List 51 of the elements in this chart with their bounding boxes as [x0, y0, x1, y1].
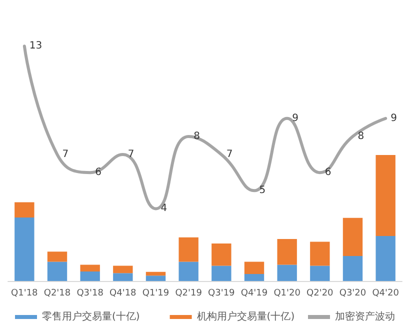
data-label: 5	[259, 185, 266, 196]
bar	[47, 262, 68, 281]
bar	[178, 262, 198, 281]
bar	[376, 236, 396, 281]
x-tick-label: Q1'19	[142, 288, 170, 298]
bar	[47, 252, 68, 262]
x-tick-label: Q3'20	[339, 288, 366, 298]
data-label: 7	[128, 149, 134, 160]
bar	[14, 202, 34, 218]
data-label: 9	[390, 112, 397, 124]
legend-label: 零售用户交易量(十亿)	[42, 310, 140, 322]
bar	[376, 154, 396, 236]
bar	[342, 218, 363, 256]
data-label: 13	[29, 40, 42, 52]
bar	[277, 264, 297, 281]
x-tick-label: Q3'19	[208, 288, 236, 298]
bar	[342, 256, 363, 281]
bar	[178, 237, 198, 262]
legend-label: 加密资产波动	[335, 310, 395, 322]
data-label: 7	[226, 149, 233, 160]
data-label: 4	[160, 203, 168, 214]
bar	[277, 239, 297, 265]
data-label: 9	[292, 112, 298, 124]
x-tick-label: Q4'20	[372, 288, 400, 298]
bar	[212, 266, 232, 281]
x-tick-label: Q2'19	[175, 288, 202, 298]
bar	[310, 242, 330, 266]
data-label: 7	[62, 149, 69, 160]
bar	[212, 243, 232, 266]
bar	[146, 272, 166, 276]
x-tick-label: Q2'18	[44, 288, 71, 298]
data-label: 8	[194, 130, 200, 142]
x-tick-label: Q2'20	[306, 288, 334, 298]
legend-label: 机构用户交易量(十亿)	[196, 310, 295, 322]
bar	[113, 266, 133, 274]
bar	[113, 273, 133, 281]
bar	[80, 272, 100, 281]
x-tick-label: Q1'20	[274, 288, 301, 298]
bar	[244, 274, 264, 281]
x-tick-label: Q1'18	[11, 288, 38, 298]
x-tick-label: Q4'19	[240, 288, 268, 298]
x-tick-label: Q3'18	[76, 288, 104, 298]
data-label: 6	[95, 167, 102, 178]
bar	[146, 276, 166, 281]
x-tick-label: Q4'18	[110, 288, 137, 298]
data-label: 6	[324, 167, 332, 178]
bar	[14, 217, 34, 281]
bar	[244, 262, 264, 274]
bar	[310, 266, 330, 281]
data-label: 8	[358, 130, 364, 142]
bar	[80, 264, 100, 272]
